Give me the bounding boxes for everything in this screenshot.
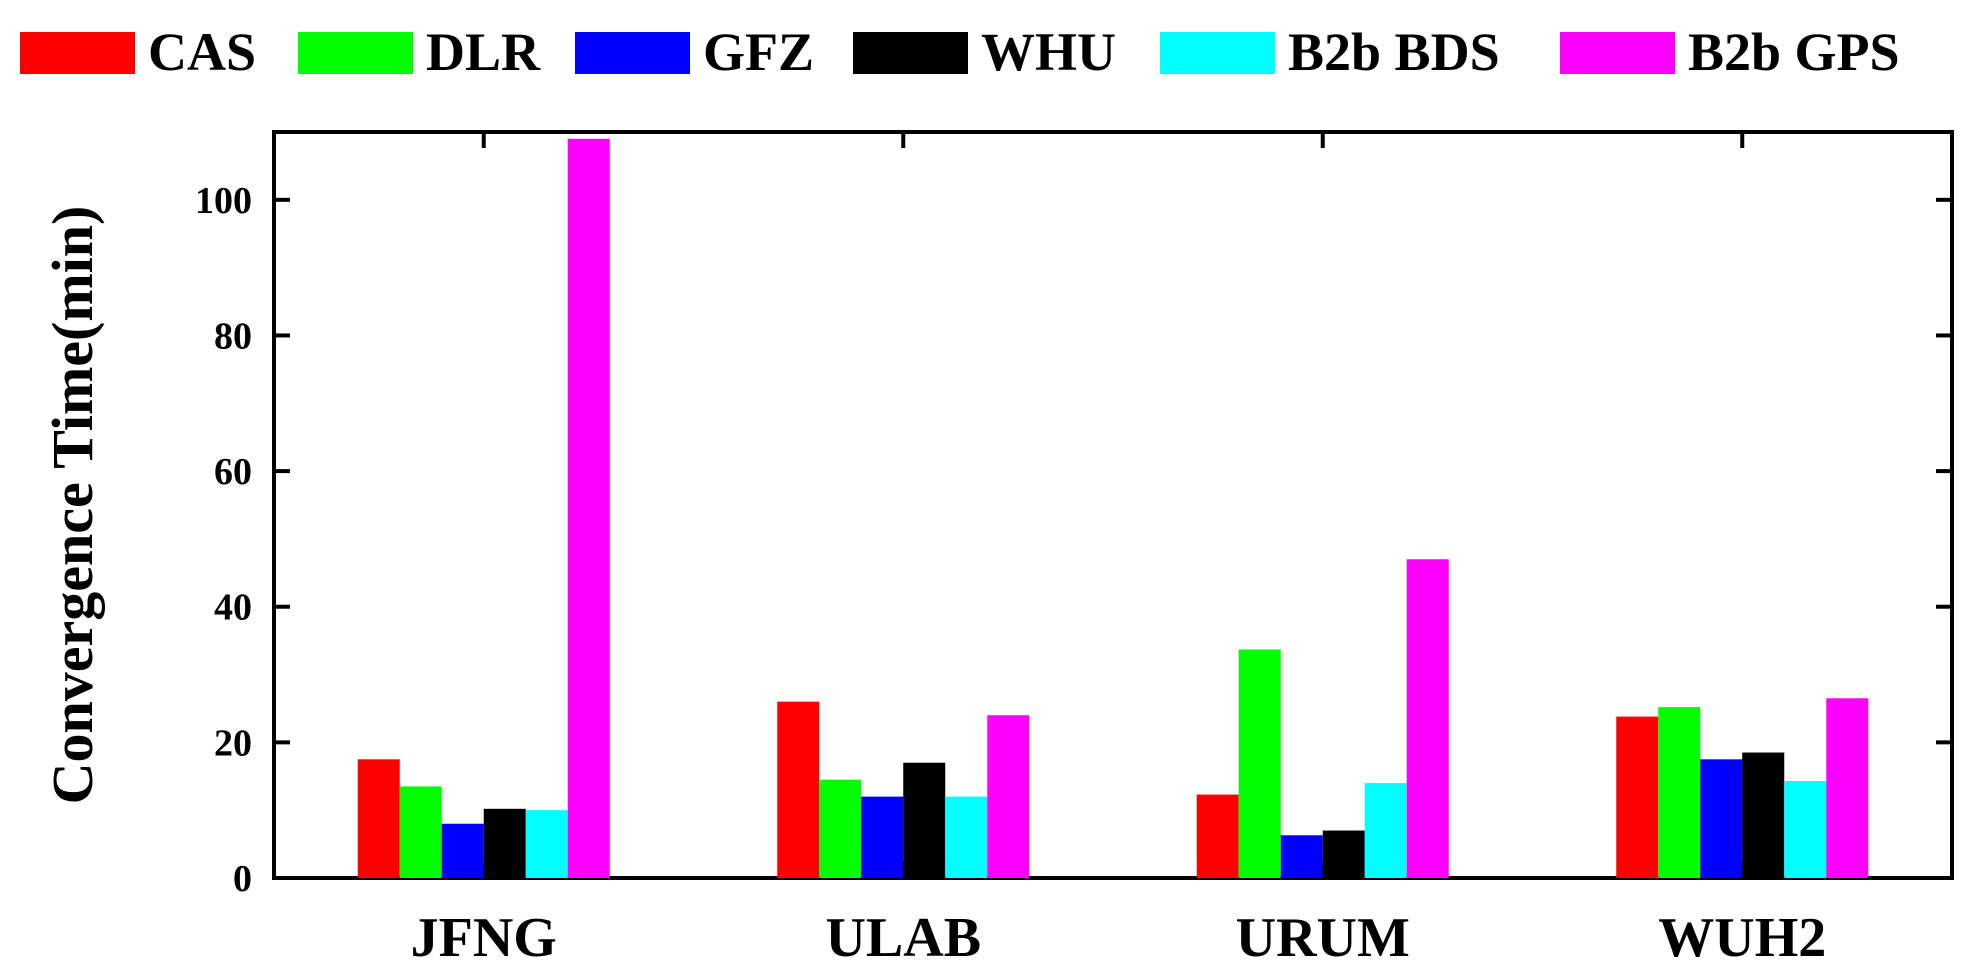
x-tick-label: ULAB [825,907,981,969]
legend-swatch-b2b-gps [1560,32,1675,74]
bar-whu-ulab [903,762,946,878]
y-tick-label: 0 [233,858,252,900]
bar-b2b-gps-jfng [567,138,610,879]
legend-swatch-b2b-bds [1160,32,1275,74]
x-tick-label: JFNG [411,907,557,969]
y-axis-label: Convergence Time(min) [40,206,105,805]
bar-whu-urum [1322,830,1365,878]
bar-cas-ulab [777,701,820,878]
bar-b2b-bds-ulab [945,796,988,878]
y-tick-label: 100 [195,180,252,222]
legend-label-whu: WHU [981,22,1116,82]
bar-gfz-wuh2 [1700,759,1743,878]
legend-swatch-dlr [298,32,413,74]
legend: CAS DLR GFZ WHU B2b BDS B2b GPS [20,22,1900,82]
bar-b2b-gps-ulab [987,715,1030,878]
y-tick-label: 40 [214,587,252,629]
bar-cas-urum [1196,794,1239,878]
bar-dlr-ulab [819,779,862,878]
bar-b2b-gps-wuh2 [1826,698,1869,878]
bar-whu-jfng [483,808,526,878]
y-axis: 0 20 40 60 80 100 [195,180,1952,900]
bar-gfz-urum [1280,835,1323,878]
y-tick-label: 20 [214,722,252,764]
legend-label-b2b-bds: B2b BDS [1288,22,1500,82]
bar-dlr-wuh2 [1658,707,1701,878]
bar-gfz-ulab [861,796,904,878]
legend-label-gfz: GFZ [703,22,814,82]
legend-label-dlr: DLR [426,22,541,82]
legend-swatch-gfz [575,32,690,74]
bars [357,138,1869,879]
legend-swatch-cas [20,32,135,74]
legend-swatch-whu [853,32,968,74]
bar-b2b-gps-urum [1406,559,1449,878]
x-tick-label: WUH2 [1658,907,1826,969]
x-axis: JFNG ULAB URUM WUH2 [411,132,1826,969]
legend-label-b2b-gps: B2b GPS [1688,22,1900,82]
bar-dlr-urum [1238,649,1281,878]
bar-b2b-bds-urum [1364,783,1407,878]
bar-cas-wuh2 [1616,716,1659,878]
plot-frame [272,130,1954,880]
legend-label-cas: CAS [148,22,256,82]
bar-cas-jfng [357,759,400,878]
bar-b2b-bds-wuh2 [1784,781,1827,878]
bar-dlr-jfng [399,786,442,878]
y-tick-label: 80 [214,315,252,357]
bar-b2b-bds-jfng [525,810,568,878]
x-tick-label: URUM [1236,907,1410,969]
bar-gfz-jfng [441,823,484,878]
bar-whu-wuh2 [1742,752,1785,878]
y-tick-label: 60 [214,451,252,493]
